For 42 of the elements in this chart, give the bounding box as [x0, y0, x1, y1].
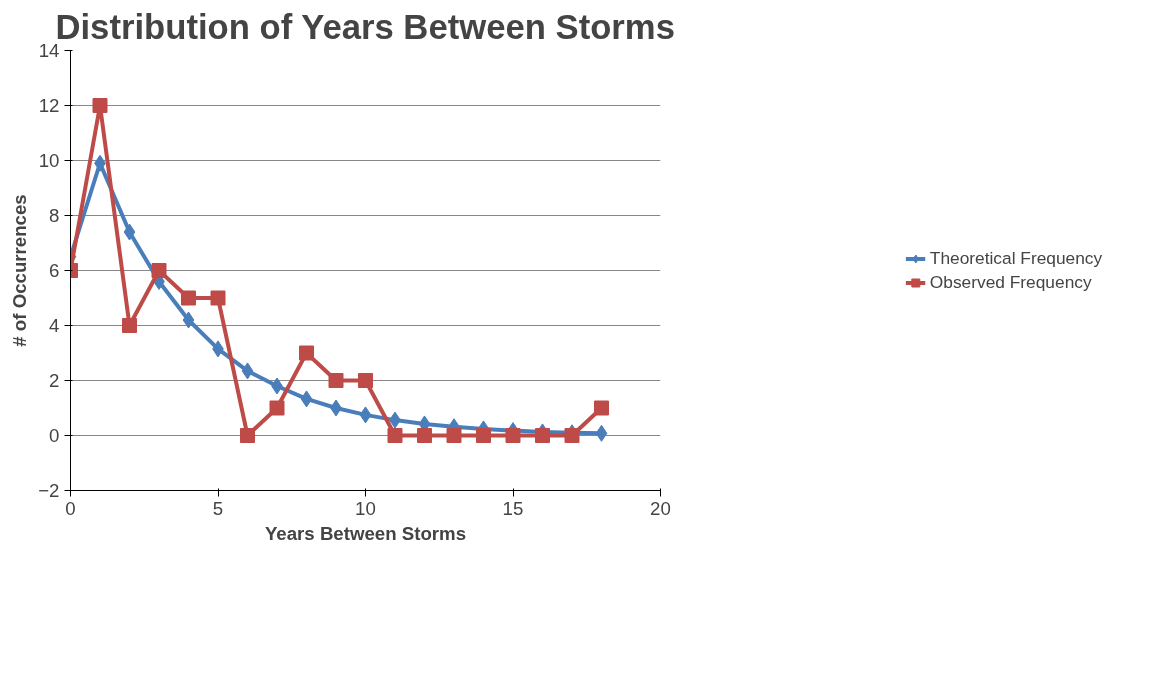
y-tick-label: −2 — [38, 480, 60, 501]
point — [92, 98, 108, 113]
point — [240, 428, 255, 443]
y-tick-label: 2 — [49, 370, 60, 391]
x-tick-label: 0 — [65, 497, 76, 519]
y-tick-label: 6 — [49, 260, 60, 281]
point — [300, 390, 313, 408]
point — [535, 428, 550, 443]
point — [269, 400, 285, 416]
point — [328, 373, 344, 388]
point — [564, 428, 580, 443]
point — [358, 373, 373, 388]
y-tick-label: 14 — [38, 40, 60, 61]
point — [241, 362, 254, 380]
point — [359, 406, 372, 424]
legend-label: Observed Frequency — [929, 271, 1092, 293]
point — [594, 400, 609, 416]
y-tick-label: 10 — [38, 150, 60, 171]
point — [210, 290, 226, 306]
point — [476, 428, 491, 443]
y-tick-label: 8 — [49, 205, 60, 226]
point — [182, 311, 195, 329]
point — [181, 290, 196, 306]
point — [387, 428, 403, 443]
point — [595, 424, 608, 442]
y-tick-label: 0 — [49, 425, 60, 446]
point — [417, 428, 432, 443]
point — [446, 428, 462, 443]
point — [122, 318, 137, 333]
y-axis-title: # of Occurrences — [9, 194, 31, 347]
y-tick-label: 12 — [38, 95, 60, 116]
point — [123, 223, 136, 241]
x-axis-title: Years Between Storms — [264, 522, 467, 544]
point — [299, 345, 314, 361]
x-tick-label: 10 — [355, 497, 376, 519]
x-tick-label: 20 — [650, 497, 671, 519]
x-tick-label: 5 — [212, 497, 224, 519]
legend-label: Theoretical Frequency — [929, 247, 1103, 269]
point — [505, 428, 521, 443]
x-tick-label: 15 — [502, 497, 524, 519]
point — [151, 263, 167, 278]
y-tick-label: 4 — [49, 315, 60, 336]
